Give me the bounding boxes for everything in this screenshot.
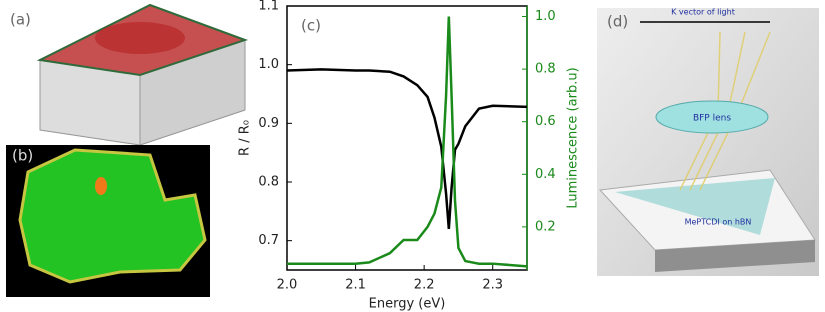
y2-axis-label: Luminescence (arb.u) xyxy=(566,67,581,208)
y-tick-label: 1.1 xyxy=(258,0,279,14)
plot-frame xyxy=(286,5,528,271)
lens xyxy=(655,100,769,134)
x-tick-label: 2.1 xyxy=(345,278,366,293)
panel-label: (b) xyxy=(12,147,33,165)
y-tick-label: 0.9 xyxy=(258,116,279,131)
lens-label: BFP lens xyxy=(693,114,731,124)
k-label: K vector of light xyxy=(671,8,735,17)
y2-tick-label: 1.0 xyxy=(535,9,556,24)
substrate-side xyxy=(655,240,815,272)
y2-tick-label: 0.8 xyxy=(535,62,556,77)
series-line xyxy=(286,68,528,230)
panel-label: (a) xyxy=(10,11,31,29)
flake xyxy=(18,148,207,284)
x-tick-label: 2.2 xyxy=(414,278,435,293)
panel-label: (d) xyxy=(607,13,628,31)
x-tick-label: 2.3 xyxy=(482,278,503,293)
chart: 2.0 2.1 2.2 2.3 0.7 0.8 0.9 1.0 1.1 0.2 0.4 0.6 0.8 1… xyxy=(238,0,581,312)
y-tick-label: 0.7 xyxy=(258,233,279,248)
x-axis-label: Energy (eV) xyxy=(369,297,446,312)
y-axis-label: R / R₀ xyxy=(238,120,253,156)
panel-label: (c) xyxy=(301,17,321,35)
y2-tick-label: 0.2 xyxy=(535,219,556,234)
y2-tick-label: 0.4 xyxy=(535,167,556,182)
y-tick-label: 1.0 xyxy=(258,57,279,72)
sample-label: MePTCDI on hBN xyxy=(685,218,752,227)
x-tick-label: 2.0 xyxy=(277,278,298,293)
spot xyxy=(95,177,107,195)
y-tick-label: 0.8 xyxy=(258,175,279,190)
series-line xyxy=(287,16,528,268)
layer-stack xyxy=(36,3,249,146)
hbn xyxy=(615,178,775,235)
y2-tick-label: 0.6 xyxy=(535,114,556,129)
